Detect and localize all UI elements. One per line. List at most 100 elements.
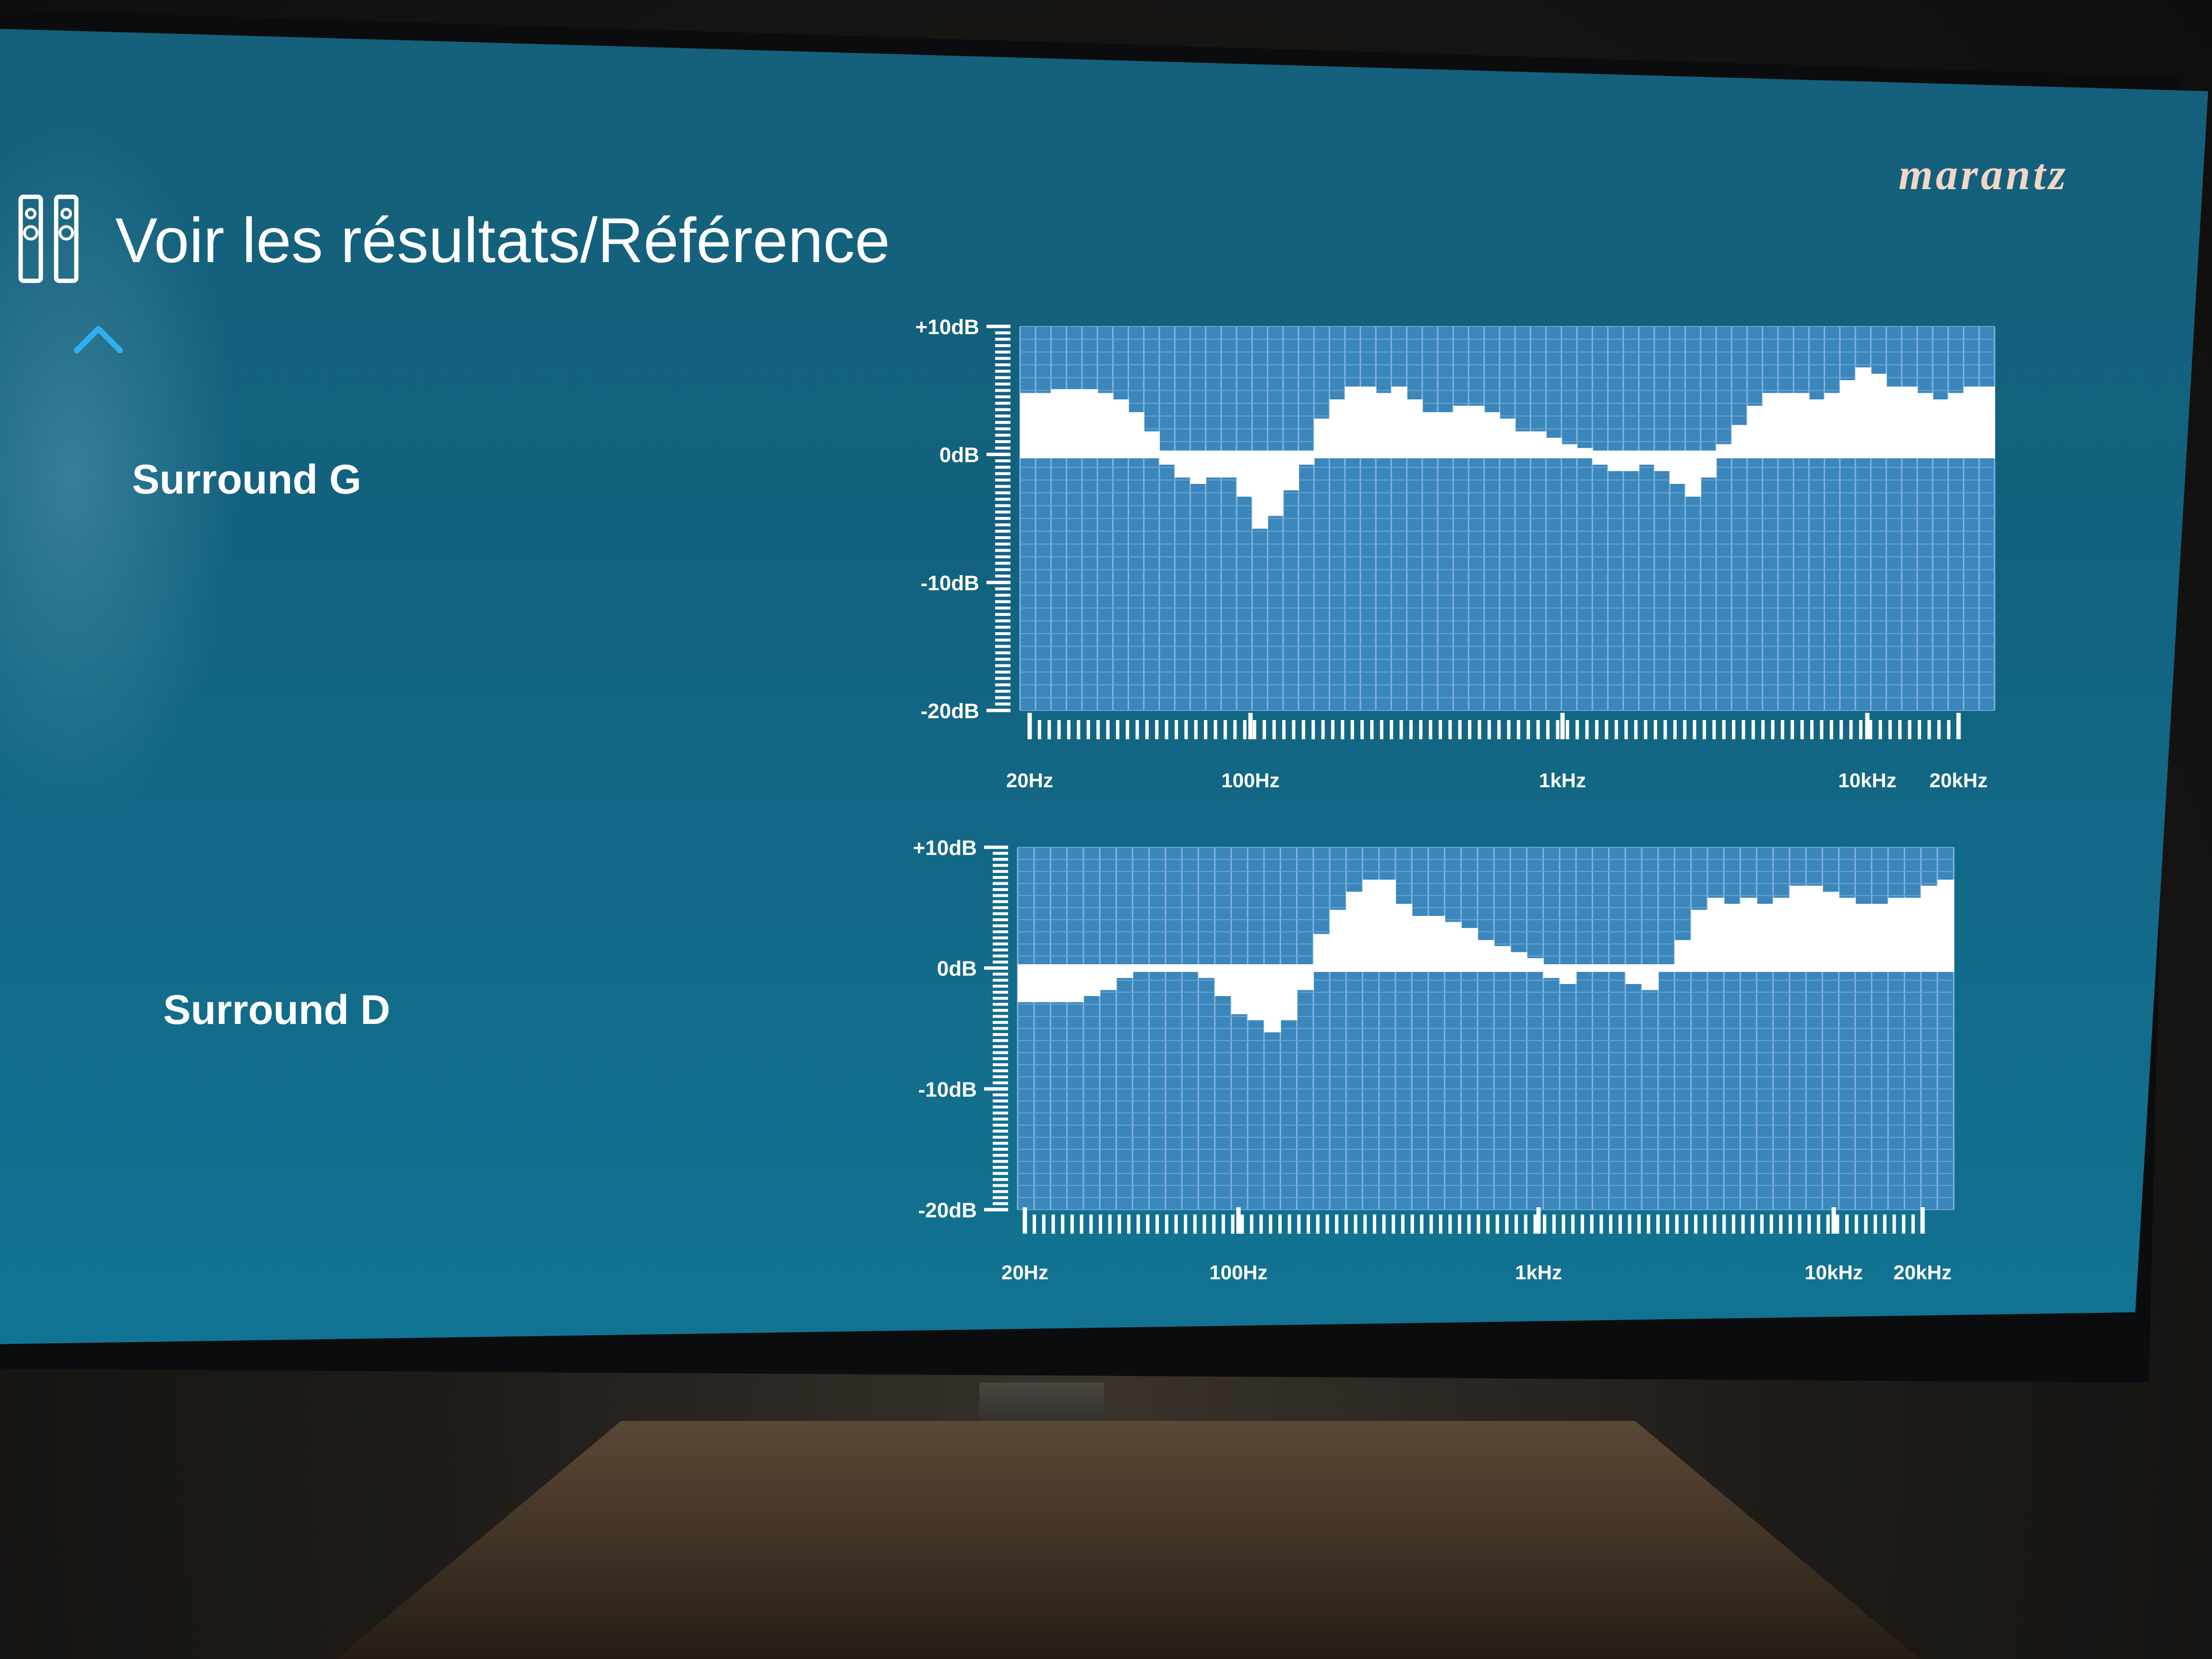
response-bar (1100, 964, 1117, 990)
response-bar (1901, 386, 1918, 458)
response-bar (1221, 450, 1238, 478)
response-bar (1609, 964, 1626, 972)
response-bar (1034, 964, 1051, 1002)
response-bar (1654, 450, 1671, 471)
response-bar (1731, 425, 1748, 458)
response-bar (1376, 393, 1392, 458)
response-bar (1642, 964, 1659, 990)
response-bar (1576, 964, 1593, 972)
x-tick-label: 20kHz (1893, 1261, 1951, 1284)
response-bar (1461, 928, 1478, 972)
response-bar (1477, 940, 1495, 972)
response-bar (1050, 964, 1068, 1002)
response-bar (1871, 373, 1887, 458)
response-bar (1724, 903, 1741, 972)
response-bar (1658, 964, 1675, 972)
response-bar (1175, 450, 1191, 478)
response-bar (1083, 964, 1101, 996)
response-bar (1066, 389, 1082, 458)
response-bar (1530, 431, 1547, 458)
response-bar (1561, 444, 1577, 458)
response-bar (1773, 898, 1790, 972)
response-bar (1468, 406, 1485, 458)
response-bar (1855, 903, 1872, 972)
tv-table (336, 1421, 1920, 1659)
response-bar (1252, 450, 1268, 529)
response-bar (1444, 922, 1462, 972)
response-bar (1793, 393, 1810, 458)
speaker-label-surround-g: Surround G (132, 457, 361, 503)
response-bar (1132, 964, 1150, 972)
response-bar (1097, 393, 1114, 458)
response-bar (1904, 898, 1922, 972)
response-bar (1740, 898, 1757, 972)
speakers-icon (18, 194, 79, 283)
x-tick-label: 10kHz (1804, 1261, 1863, 1284)
response-bar (1067, 964, 1084, 1002)
response-bar (1789, 886, 1807, 972)
response-bar (1747, 406, 1763, 458)
response-bar (1546, 438, 1562, 458)
x-tick-label: 100Hz (1209, 1261, 1267, 1284)
response-bar (1592, 450, 1609, 465)
x-tick-label: 10kHz (1838, 769, 1896, 792)
response-bar (1839, 380, 1856, 458)
response-bar (1674, 940, 1692, 972)
response-bar (1527, 958, 1544, 972)
response-bar (1362, 879, 1380, 972)
response-bar (1395, 903, 1413, 972)
response-bar (1422, 412, 1438, 458)
y-tick-label: -10dB (918, 1078, 977, 1101)
frequency-chart-surround-d: +10dB 0dB -10dB -20dB 20Hz 100Hz 1kHz 10kHz 20kH… (913, 836, 1955, 1284)
chevron-up-icon[interactable] (72, 322, 125, 355)
response-bar (1182, 964, 1199, 972)
response-bar (1247, 964, 1265, 1021)
response-bar (1707, 898, 1725, 972)
response-bar (1559, 964, 1577, 984)
response-bar (1190, 450, 1206, 484)
y-tick-label: -20dB (918, 1199, 977, 1222)
response-bar (1762, 393, 1779, 458)
response-bar (1412, 916, 1429, 972)
response-bar (1625, 964, 1642, 984)
response-bar (1921, 886, 1938, 972)
response-bar (1159, 450, 1176, 465)
response-bar (1149, 964, 1166, 972)
response-bar (1035, 393, 1052, 458)
response-bar (1346, 891, 1363, 972)
response-bar (1577, 448, 1593, 458)
response-bar (1330, 910, 1347, 972)
response-bar (1716, 444, 1732, 458)
response-bar (1018, 964, 1035, 1002)
response-bar (1231, 964, 1248, 1014)
response-bar (1116, 964, 1133, 978)
response-bar (1979, 386, 1995, 458)
response-bar (1297, 964, 1314, 990)
response-bar (1082, 389, 1098, 458)
frequency-chart-surround-g: +10dB 0dB -10dB -20dB 20Hz 100Hz 1kHz 10kHz 20kH… (915, 315, 1996, 792)
response-bar (1543, 964, 1560, 978)
response-bar (1051, 389, 1067, 458)
response-bar (1888, 898, 1905, 972)
speaker-label-surround-d: Surround D (163, 987, 390, 1033)
y-tick-label: +10dB (915, 315, 979, 339)
response-bar (1484, 412, 1500, 458)
response-bar (1283, 450, 1299, 491)
response-bar (1267, 450, 1284, 516)
response-bar (1143, 431, 1160, 458)
response-bar (1917, 393, 1934, 458)
response-bar (1113, 399, 1129, 458)
response-bar (1494, 946, 1511, 972)
response-bar (1806, 886, 1823, 972)
y-tick-label: 0dB (939, 444, 979, 467)
response-bar (1280, 964, 1298, 1021)
response-bar (1329, 399, 1346, 458)
x-tick-label: 1kHz (1539, 769, 1586, 792)
response-bar (1428, 916, 1445, 972)
response-bar (1933, 399, 1949, 458)
response-bar (1298, 450, 1315, 465)
response-bar (1237, 450, 1253, 497)
x-tick-label: 20Hz (1001, 1261, 1048, 1284)
response-bar (1205, 450, 1222, 478)
response-bar (1839, 898, 1856, 972)
